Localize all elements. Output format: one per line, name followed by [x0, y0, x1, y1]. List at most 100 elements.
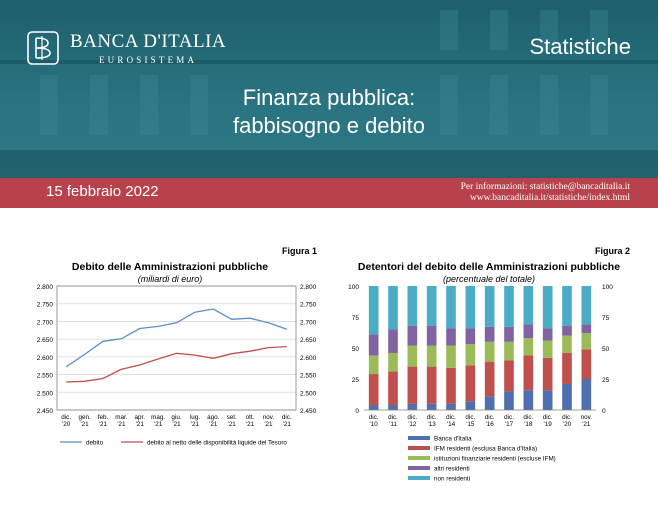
- bar-segment: [426, 286, 437, 326]
- x-tick-label: nov.: [581, 414, 593, 421]
- x-tick-label: feb.: [98, 414, 109, 421]
- section-label: Statistiche: [529, 34, 632, 59]
- x-tick-label: '13: [428, 421, 437, 428]
- bar-segment: [484, 396, 495, 410]
- y-tick-label-right: 2.800: [300, 284, 317, 291]
- bar-segment: [465, 328, 476, 345]
- bar-segment: [368, 405, 379, 410]
- bar-segment: [581, 349, 592, 379]
- x-tick-label: '21: [117, 421, 126, 428]
- legend-swatch-4: [408, 476, 430, 480]
- bar-segment: [465, 286, 476, 329]
- figure-1-title: Debito delle Amministrazioni pubbliche: [71, 261, 269, 273]
- bar-segment: [465, 365, 476, 402]
- legend-label: istituzioni finanziarie residenti (esclu…: [434, 456, 556, 463]
- bar-segment: [504, 326, 514, 342]
- bar-segment: [504, 341, 514, 361]
- bar-segment: [446, 367, 456, 404]
- bar-segment: [465, 344, 476, 366]
- bar-segment: [407, 286, 418, 326]
- y-tick-label-right: 2.750: [300, 302, 317, 309]
- x-tick-label: '21: [283, 421, 292, 428]
- figure-1-label: Figura 1: [282, 246, 318, 256]
- publication-title: Finanza pubblica: fabbisogno e debito: [0, 84, 658, 140]
- x-tick-label: dic.: [407, 414, 417, 421]
- bar-segment: [446, 345, 456, 368]
- logo-subtitle: EUROSISTEMA: [98, 54, 198, 65]
- bar-segment: [562, 383, 572, 410]
- y-tick-label-left: 100: [348, 284, 359, 291]
- contact-email[interactable]: Per informazioni: statistiche@bancadital…: [460, 182, 630, 192]
- figure-2-subtitle: (percentuale del totale): [442, 274, 536, 284]
- y-tick-label-left: 50: [352, 346, 360, 353]
- title-line-2: fabbisogno e debito: [232, 113, 426, 138]
- bar-segment: [446, 403, 456, 410]
- x-tick-label: '21: [209, 421, 218, 428]
- bar-segment: [426, 325, 437, 346]
- x-tick-label: dic.: [543, 414, 553, 421]
- y-tick-label-left: 2.750: [37, 302, 54, 309]
- figure-2-label: Figura 2: [595, 246, 631, 256]
- legend-swatch-1: [408, 446, 430, 450]
- bar-segment: [368, 355, 379, 375]
- bar-segment: [484, 341, 495, 362]
- bar-segment: [542, 357, 553, 391]
- x-tick-label: dic.: [562, 414, 572, 421]
- bar-segment: [562, 335, 572, 353]
- x-tick-label: '14: [447, 421, 456, 428]
- bar-segment: [465, 401, 476, 410]
- y-tick-label-left: 75: [352, 315, 360, 322]
- bar-segment: [581, 324, 592, 334]
- x-tick-label: dic.: [282, 414, 292, 421]
- legend-swatch-3: [408, 466, 430, 470]
- y-tick-label-right: 2.550: [300, 373, 317, 380]
- bar-segment: [542, 328, 553, 341]
- x-tick-label: '18: [524, 421, 533, 428]
- x-tick-label: '19: [544, 421, 553, 428]
- bar-segment: [426, 366, 437, 404]
- x-tick-label: apr.: [134, 414, 145, 421]
- x-tick-label: '21: [228, 421, 237, 428]
- x-tick-label: '21: [172, 421, 181, 428]
- legend-label: IFM residenti (esclusa Banca d'Italia): [434, 446, 537, 453]
- x-tick-label: dic.: [388, 414, 398, 421]
- x-tick-label: '17: [505, 421, 514, 428]
- bar-segment: [562, 325, 572, 336]
- x-tick-label: dic.: [446, 414, 456, 421]
- x-tick-label: '20: [62, 421, 71, 428]
- contact-info: Per informazioni: statistiche@bancadital…: [461, 182, 630, 204]
- y-tick-label-right: 2.500: [300, 390, 317, 397]
- bar-segment: [484, 286, 495, 327]
- contact-website[interactable]: www.bancaditalia.it/statistiche/index.ht…: [469, 193, 630, 203]
- x-tick-label: dic.: [427, 414, 437, 421]
- bar-segment: [542, 340, 553, 358]
- legend-label: Banca d'Italia: [434, 436, 472, 443]
- y-tick-label-right: 2.700: [300, 319, 317, 326]
- y-tick-label-left: 2.700: [37, 319, 54, 326]
- y-tick-label-right: 2.450: [300, 408, 317, 415]
- y-tick-label-right: 2.650: [300, 337, 317, 344]
- legend-label: debito: [86, 440, 104, 447]
- y-tick-label-right: 75: [602, 315, 610, 322]
- bank-logo: BANCA D'ITALIA EUROSISTEMA: [26, 30, 226, 66]
- y-tick-label-left: 0: [355, 408, 359, 415]
- x-tick-label: '21: [191, 421, 200, 428]
- bar-segment: [407, 345, 418, 367]
- bar-segment: [407, 325, 418, 346]
- bar-segment: [562, 286, 572, 326]
- y-tick-label-left: 2.650: [37, 337, 54, 344]
- x-tick-label: '11: [389, 421, 397, 428]
- bar-segment: [388, 286, 398, 330]
- bar-segment: [407, 366, 418, 404]
- bank-emblem-icon: [27, 31, 59, 65]
- bar-segment: [562, 352, 572, 384]
- x-tick-label: '10: [370, 421, 379, 428]
- series-line-debito-netto: [66, 345, 287, 383]
- bar-segment: [446, 328, 456, 346]
- x-tick-label: lug.: [190, 414, 200, 421]
- bar-segment: [388, 371, 398, 406]
- x-tick-label: '21: [264, 421, 273, 428]
- x-tick-label: dic.: [523, 414, 533, 421]
- bar-segment: [368, 334, 379, 356]
